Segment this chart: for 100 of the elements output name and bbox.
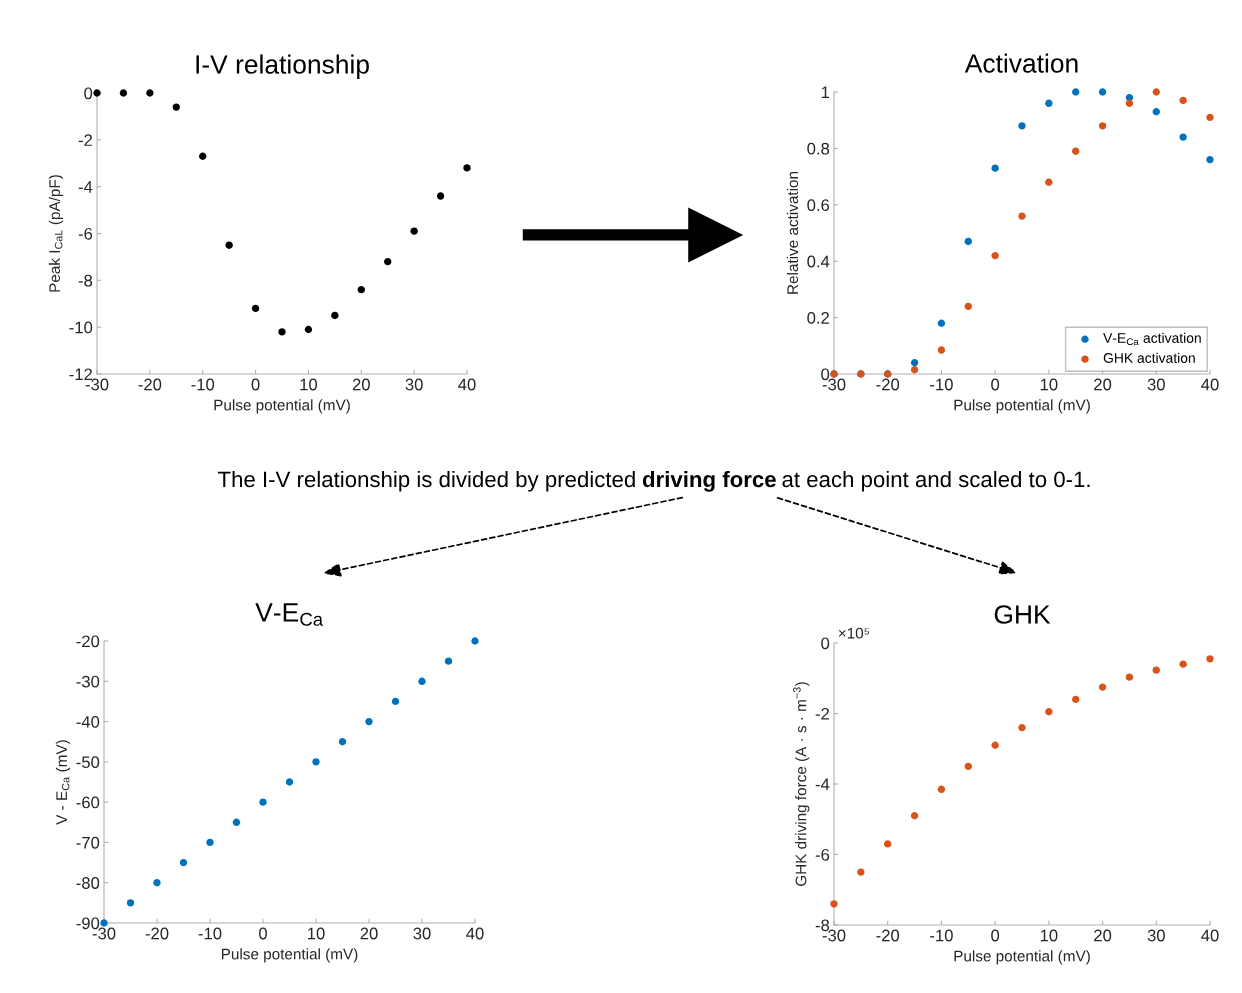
point: [937, 346, 946, 354]
y-tick-label: 0: [84, 87, 93, 100]
point: [119, 89, 128, 97]
point: [1179, 133, 1187, 141]
y-tick-label: -30: [76, 675, 100, 688]
point: [1018, 212, 1026, 220]
point: [830, 900, 838, 908]
point: [1072, 88, 1080, 96]
point: [1152, 666, 1160, 674]
text: The I-V relationship is divided by predicted: [218, 470, 635, 492]
y-tick-label: -12: [69, 368, 92, 381]
point: [1179, 660, 1187, 668]
x-tick-label: 30: [1147, 929, 1165, 942]
y-tick-label: 1: [821, 86, 830, 99]
x-tick-label: -10: [930, 929, 953, 942]
point: [199, 152, 207, 160]
x-tick-label: -20: [876, 378, 900, 391]
y-tick-label: -2: [78, 134, 92, 146]
point: [153, 879, 161, 887]
point: [259, 798, 267, 806]
point: [1152, 108, 1160, 116]
x-tick-label: 40: [466, 927, 484, 940]
y-tick-label: -80: [76, 877, 100, 889]
x-tick-label: -10: [191, 378, 215, 391]
x-tick-label: -10: [198, 927, 222, 940]
x-axis-title: Pulse potential (mV): [221, 948, 358, 963]
point: [251, 304, 260, 313]
chart-title: Activation: [964, 53, 1078, 73]
point: [964, 302, 972, 310]
point: [1206, 655, 1214, 663]
x-axis-title: Pulse potential (mV): [954, 950, 1090, 965]
x-tick-label: 0: [259, 927, 267, 940]
point: [1045, 178, 1053, 186]
y-tick-label: 0.2: [807, 312, 829, 324]
y-tick-label: -8: [78, 274, 93, 287]
x-tick-label: 30: [1147, 378, 1165, 391]
point: [278, 328, 286, 336]
text: ×10⁵: [838, 627, 870, 639]
y-tick-label: -70: [76, 836, 100, 849]
point: [884, 840, 892, 848]
x-tick-label: -20: [876, 929, 900, 942]
y-tick-label: 0: [821, 637, 830, 650]
point: [444, 657, 453, 665]
point: [1152, 88, 1160, 96]
y-tick-label: 0.4: [807, 255, 830, 268]
point: [910, 359, 919, 367]
point: [463, 164, 471, 172]
point: [1125, 673, 1134, 681]
point: [1098, 683, 1107, 691]
point: [312, 758, 320, 766]
point: [1072, 695, 1080, 704]
y-tick-label: -60: [76, 796, 100, 809]
chart-title: GHK: [994, 605, 1051, 624]
x-axis-title: Pulse potential (mV): [214, 399, 350, 414]
y-axis-title: V - E$_{Ca}$ (mV): [55, 740, 71, 825]
x-tick-label: 0: [991, 378, 1000, 391]
legend-label: GHK activation: [1103, 352, 1195, 363]
x-tick-label: 10: [300, 378, 318, 391]
y-axis-title: Peak I$_{CaL}$ (pA/pF): [48, 175, 64, 292]
point: [206, 838, 214, 847]
point: [436, 192, 445, 200]
legend-label: V-E$_{Ca}$ activation: [1103, 332, 1201, 346]
x-tick-label: -20: [138, 378, 162, 391]
x-tick-label: 10: [1040, 378, 1058, 391]
text: at each point and scaled to 0-1.: [782, 470, 1090, 492]
point: [179, 858, 188, 867]
x-tick-label: 0: [991, 929, 1000, 942]
point: [964, 237, 972, 246]
point: [910, 366, 919, 374]
y-axis-title: Relative activation: [786, 172, 799, 294]
point: [225, 241, 233, 249]
x-tick-label: -20: [145, 927, 169, 940]
y-tick-label: -10: [69, 321, 93, 334]
point: [1018, 122, 1026, 130]
y-tick-label: -4: [78, 181, 93, 193]
y-tick-label: 0.8: [807, 142, 830, 155]
y-tick-label: -2: [815, 707, 829, 720]
point: [285, 778, 294, 786]
x-tick-label: -10: [930, 378, 953, 391]
point: [910, 812, 919, 820]
x-tick-label: 40: [458, 378, 476, 391]
y-tick-label: -50: [76, 756, 100, 769]
x-tick-label: 30: [413, 927, 431, 940]
point: [1179, 96, 1187, 105]
point: [1125, 99, 1134, 107]
point: [146, 89, 154, 97]
point: [1098, 122, 1107, 130]
y-tick-label: -6: [815, 848, 830, 861]
point: [232, 818, 241, 826]
point: [410, 227, 418, 235]
x-tick-label: 20: [352, 378, 370, 391]
x-tick-label: 20: [360, 927, 378, 940]
point: [471, 637, 479, 645]
point: [304, 325, 313, 334]
point: [172, 103, 180, 111]
point: [991, 741, 999, 749]
point: [126, 899, 135, 907]
point: [338, 738, 347, 746]
point: [1206, 113, 1214, 122]
chart-title: V-E$_{Ca}$: [255, 603, 324, 626]
